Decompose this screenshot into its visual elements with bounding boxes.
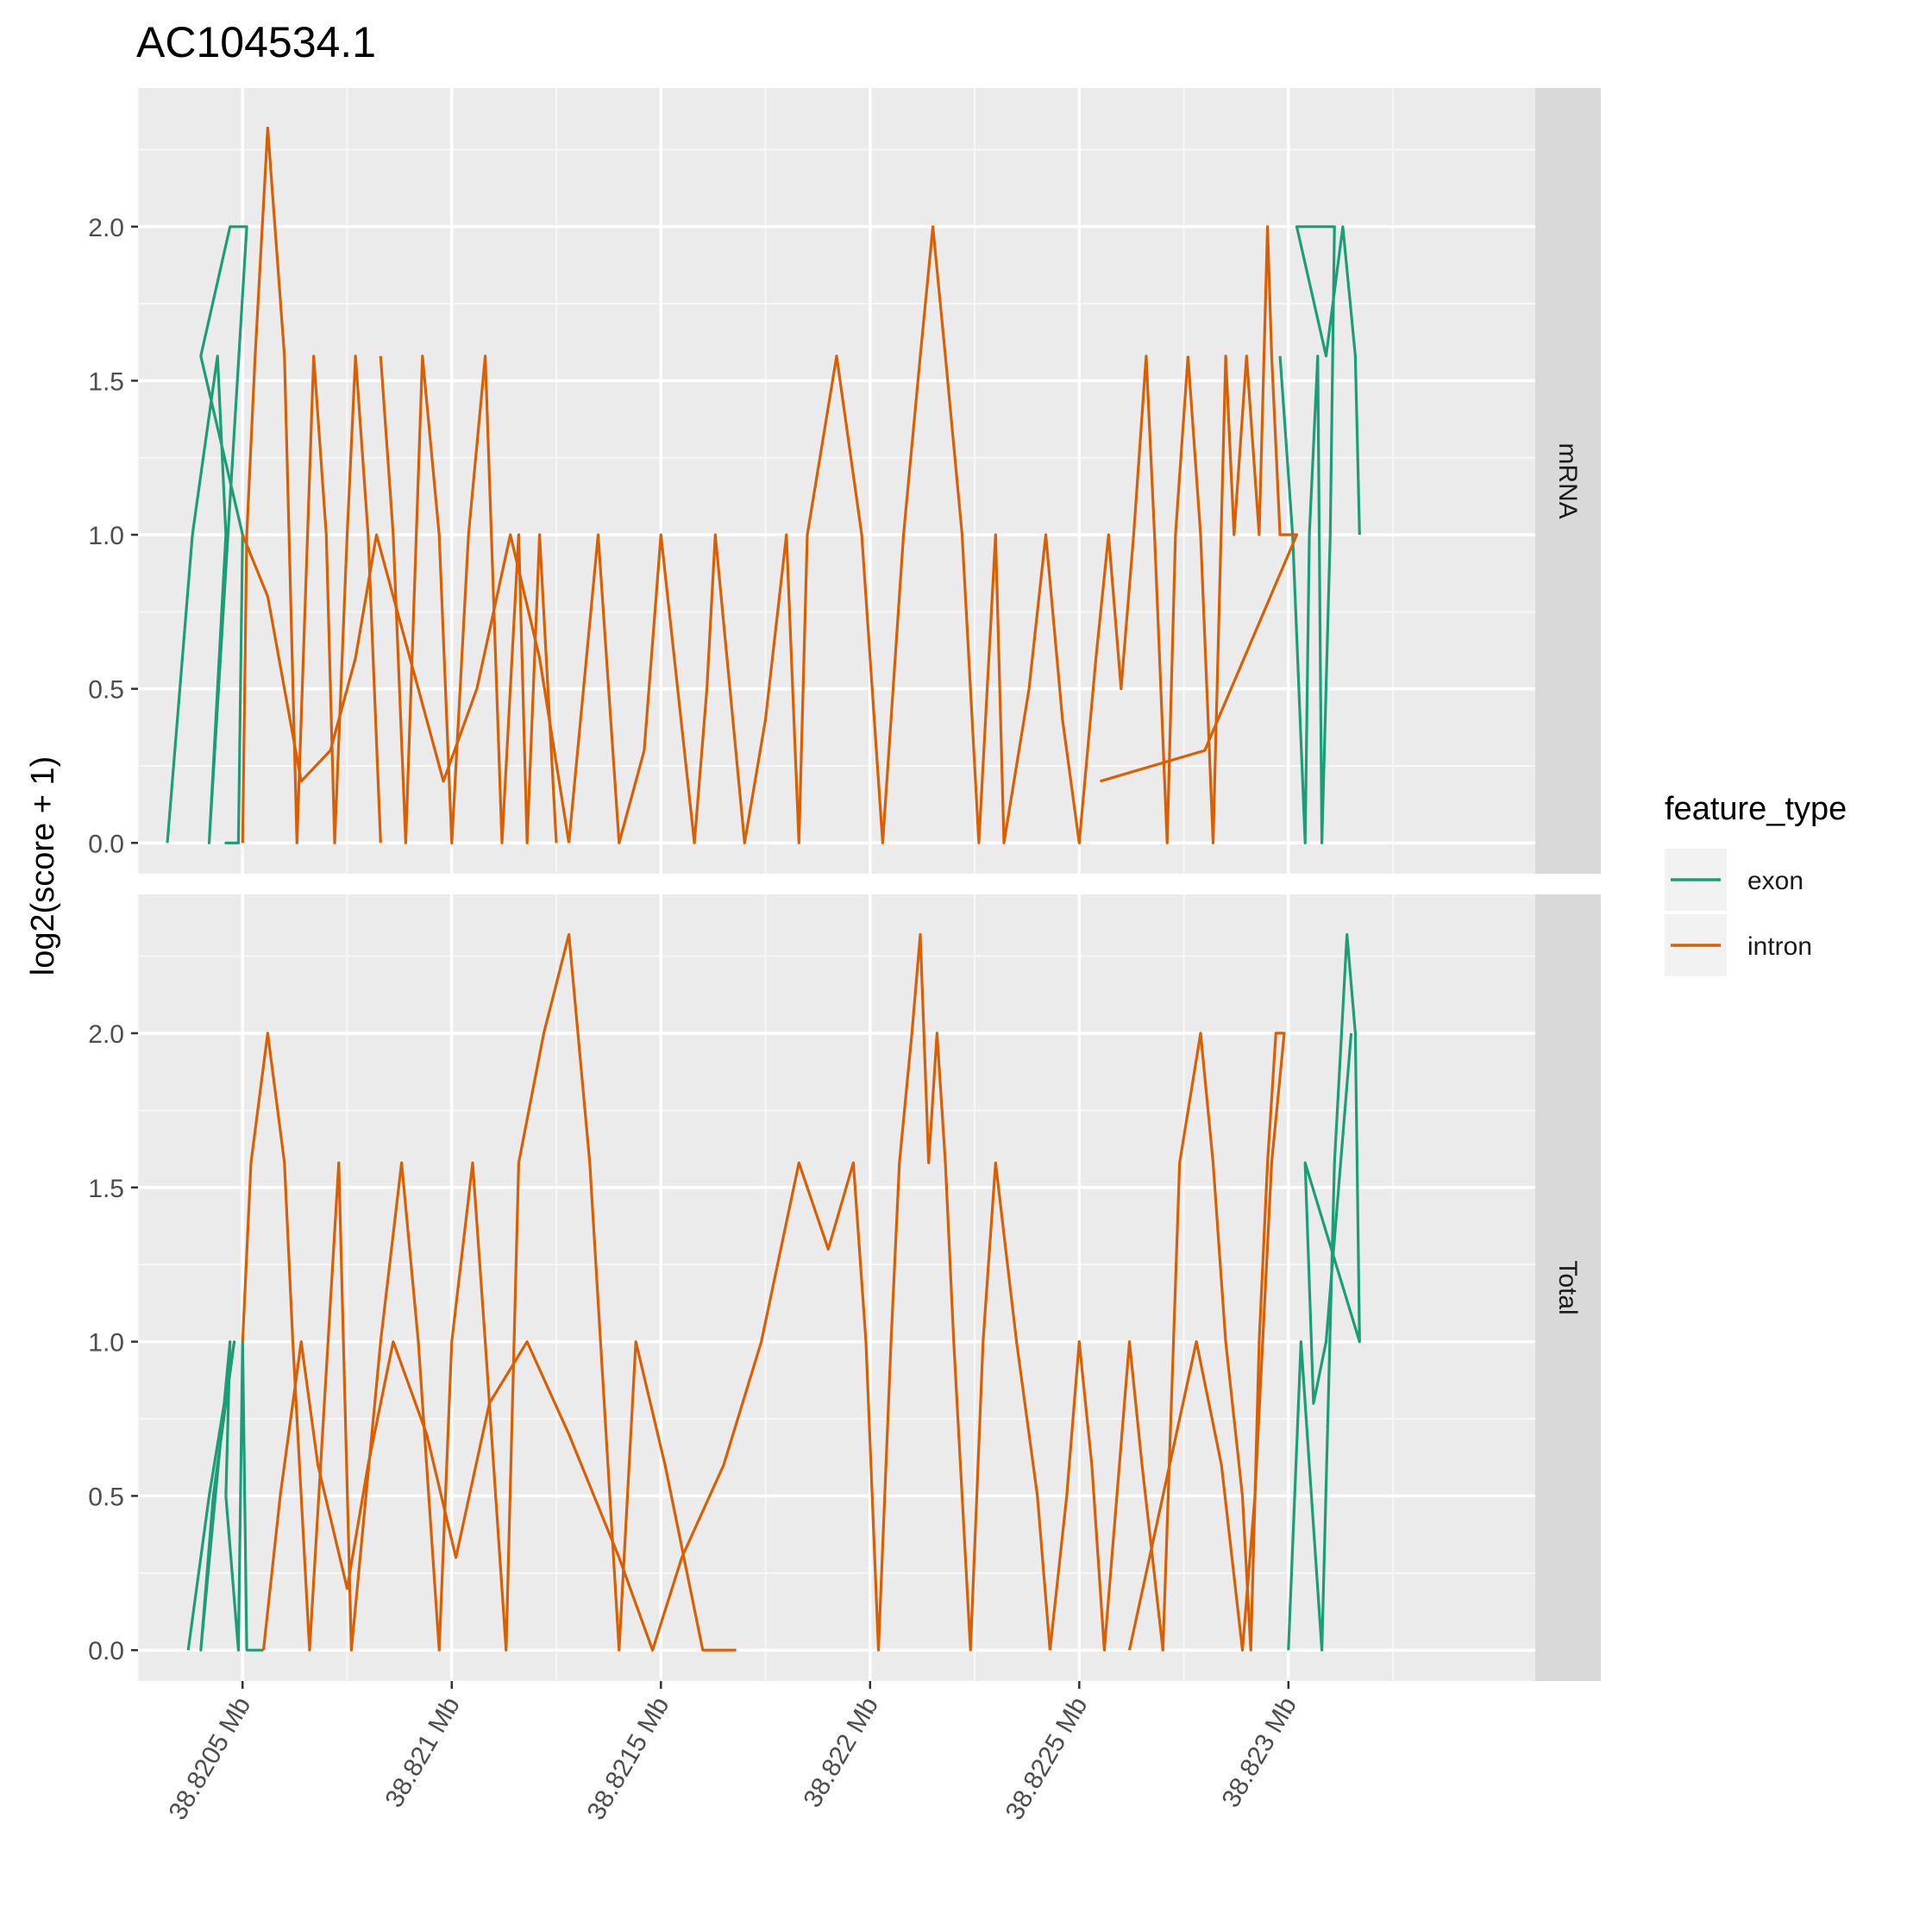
series-line-intron xyxy=(1027,354,1189,844)
series-line-intron xyxy=(261,1339,621,1651)
facet-label: mRNA xyxy=(1553,442,1582,518)
series-line-intron xyxy=(806,225,1031,844)
y-tick-label: 2.0 xyxy=(88,214,124,242)
panels: 0.0 0.5 1.0 1.5 2.0 mRNA 0.0 0.5 1.0 1.5 2.0 Total xyxy=(88,88,1601,1681)
y-tick-label: 1.5 xyxy=(88,1175,124,1203)
series-line-intron xyxy=(241,126,382,844)
facet-strip xyxy=(1535,88,1601,874)
y-tick-label: 2.0 xyxy=(88,1020,124,1049)
legend-label: exon xyxy=(1747,867,1803,895)
y-tick-label: 1.0 xyxy=(88,522,124,550)
y-tick-label: 1.0 xyxy=(88,1329,124,1358)
series-line-intron xyxy=(241,1032,454,1652)
series-line-exon xyxy=(166,225,248,844)
series-line-exon xyxy=(1287,932,1361,1652)
series-line-intron xyxy=(568,533,809,844)
chart-title: AC104534.1 xyxy=(136,18,376,66)
y-tick-label: 0.5 xyxy=(88,1483,124,1511)
y-tick-label: 0.5 xyxy=(88,676,124,705)
series-line-exon xyxy=(1278,225,1361,844)
y-axis-label: log2(score + 1) xyxy=(25,756,61,976)
panel-background xyxy=(138,894,1535,1681)
series-line-intron xyxy=(450,932,737,1652)
legend-label: intron xyxy=(1747,932,1812,961)
series-line-intron xyxy=(1048,1032,1245,1652)
series-line-intron xyxy=(241,533,571,844)
legend-item-intron: intron xyxy=(1665,914,1812,976)
panel-mrna: 0.0 0.5 1.0 1.5 2.0 mRNA xyxy=(88,88,1601,874)
series-line-intron xyxy=(618,1032,913,1652)
y-tick-label: 0.0 xyxy=(88,1637,124,1665)
series-line-intron xyxy=(1127,1032,1286,1652)
facet-strip xyxy=(1535,894,1601,1681)
series-line-intron xyxy=(1100,225,1299,844)
facet-label: Total xyxy=(1553,1260,1582,1314)
legend-title: feature_type xyxy=(1665,791,1847,827)
y-tick-label: 0.0 xyxy=(88,830,124,858)
y-tick-label: 1.5 xyxy=(88,367,124,396)
series-line-intron xyxy=(379,354,558,844)
series-line-exon xyxy=(186,1339,264,1652)
series-line-intron xyxy=(910,932,1051,1652)
legend-item-exon: exon xyxy=(1665,849,1803,911)
panel-total: 0.0 0.5 1.0 1.5 2.0 Total xyxy=(88,894,1601,1681)
